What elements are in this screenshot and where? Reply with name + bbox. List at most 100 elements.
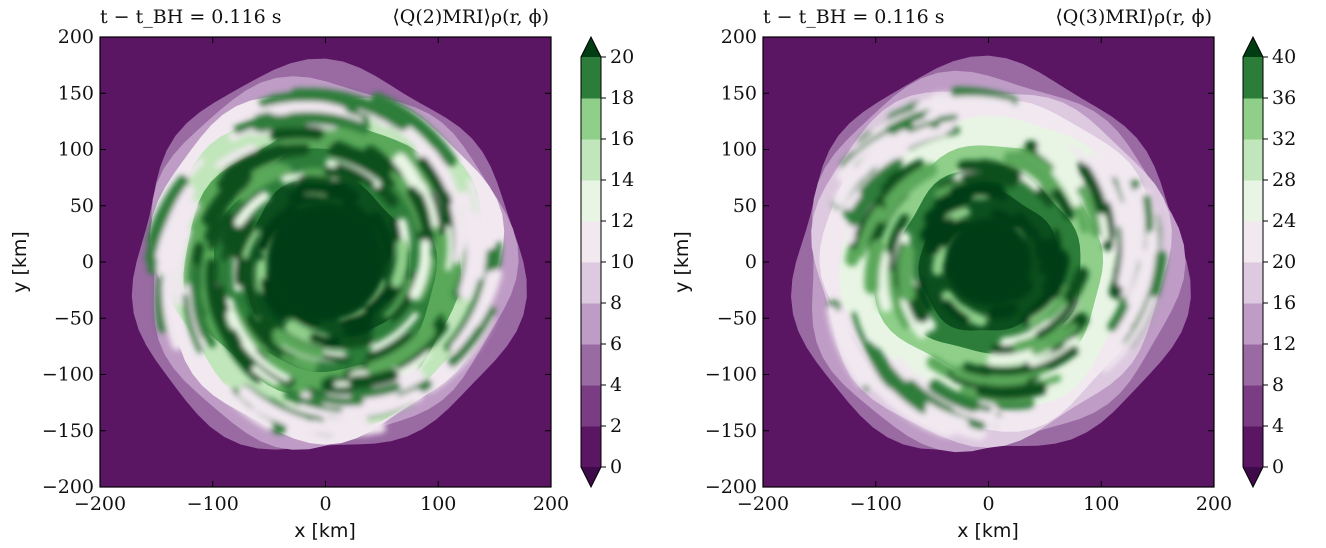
colorbar-right: 0 4 8 12 16 20 24 28 32 36 40 [1242,35,1296,489]
heatmap-left [100,37,551,487]
y-tick-label: 150 [721,82,757,104]
spiral-streak [392,152,425,194]
colorbar-tick-label: 10 [610,251,634,273]
time-label-right: t − t_BH = 0.116 s [763,6,944,28]
colorbar-bin [581,57,601,99]
spiral-streak [934,187,975,212]
colorbar-bin [1243,262,1263,304]
y-tick-label: −200 [42,476,94,498]
colorbar-bin [1243,98,1263,140]
spiral-streak [383,277,412,318]
spiral-streak [840,132,893,175]
spiral-streak [272,328,325,360]
spiral-streak [864,239,885,295]
spiral-streak [394,322,448,370]
colorbar-tick-label: 18 [610,87,634,109]
spiral-streak [237,164,292,202]
colorbar-tick-label: 0 [1272,456,1284,478]
spiral-streak [245,282,261,316]
x-tick-label: 0 [319,493,331,515]
spiral-streak [875,251,892,312]
spiral-streak [1063,266,1089,304]
colorbar-tick-label: 40 [1272,46,1296,68]
spiral-streak [284,197,325,211]
spiral-streak [448,305,496,367]
colorbar-tick-label: 2 [610,415,622,437]
colorbar-bin [581,426,601,468]
colorbar-tick-label: 0 [610,456,622,478]
spiral-streak [370,311,419,351]
spiral-streak [1003,151,1058,192]
spiral-streak [350,382,401,399]
colorbar-bin [1243,221,1263,263]
y-tick-label: 200 [58,26,94,48]
spiral-streak [470,268,503,328]
spiral-streak [904,379,955,419]
spiral-streak [1031,323,1078,356]
spiral-streak [935,216,954,232]
spiral-streak [1038,246,1051,274]
spiral-streak [897,244,916,302]
spiral-streak [1078,164,1108,215]
spiral-streak [880,127,948,163]
colorbar-tick-label: 4 [610,374,622,396]
colorbar-tick-label: 8 [610,292,622,314]
spiral-streak [975,381,1048,400]
spiral-streak [202,169,253,227]
y-tick-label: 0 [745,251,757,273]
spiral-streak [174,227,192,306]
spiral-streak [281,354,316,375]
spiral-streak [147,185,186,275]
panel-right: −200 −100 0 100 200 200150100500−50−100−150−… [671,6,1296,542]
colorbar-bin [581,98,601,140]
colorbar-tick-label: 16 [1272,292,1296,314]
y-tick-label: 50 [733,195,757,217]
spiral-streak [950,86,1018,107]
spiral-streak [215,144,257,169]
spiral-streak [297,175,334,186]
spiral-streak [224,328,255,370]
spiral-streak [155,201,185,261]
x-ticks-left: −200 −100 0 100 200 [74,37,569,515]
colorbar-tick-label: 4 [1272,415,1284,437]
x-tick-label: 200 [533,493,569,515]
spiral-streak [323,166,361,187]
spiral-streak [387,271,422,321]
colorbar-tick-label: 20 [1272,251,1296,273]
y-tick-label: 100 [58,139,94,161]
y-tick-label: −150 [42,420,94,442]
colorbar-tick-label: 8 [1272,374,1284,396]
y-ticks-right: 200 150 100 50 0 −50 −100 −150 −200 [705,26,1214,498]
spiral-streak [232,307,268,355]
colorbar-tick-label: 28 [1272,169,1296,191]
spiral-streak [834,309,882,392]
spiral-streak [205,258,225,325]
spiral-streak [833,129,911,207]
spiral-streak [309,392,364,406]
y-tick-label: −50 [54,307,94,329]
spiral-streak [217,148,277,191]
y-axis-label-right: y [km] [671,231,693,293]
spiral-streak [241,340,291,382]
x-ticks-right: −200 −100 0 100 200 [737,37,1232,515]
y-tick-label: 200 [721,26,757,48]
colorbar-tick-label: 14 [610,169,634,191]
spiral-streak [943,298,970,324]
colorbar-bin [581,303,601,345]
y-tick-label: −100 [705,364,757,386]
heatmap-right [763,37,1214,487]
y-tick-label: −100 [42,364,94,386]
colorbar-tick-label: 16 [610,128,634,150]
spiral-streak [987,311,1014,320]
spiral-streak [268,100,323,117]
spiral-streak [887,270,911,330]
spiral-streak [880,159,925,193]
spiral-streak [855,205,885,259]
spiral-streak [288,308,311,327]
spiral-streak [260,277,281,312]
colorbar-tick-label: 20 [610,46,634,68]
time-label-left: t − t_BH = 0.116 s [100,6,281,28]
spiral-streak [162,278,184,351]
colorbar-bin [1243,344,1263,386]
